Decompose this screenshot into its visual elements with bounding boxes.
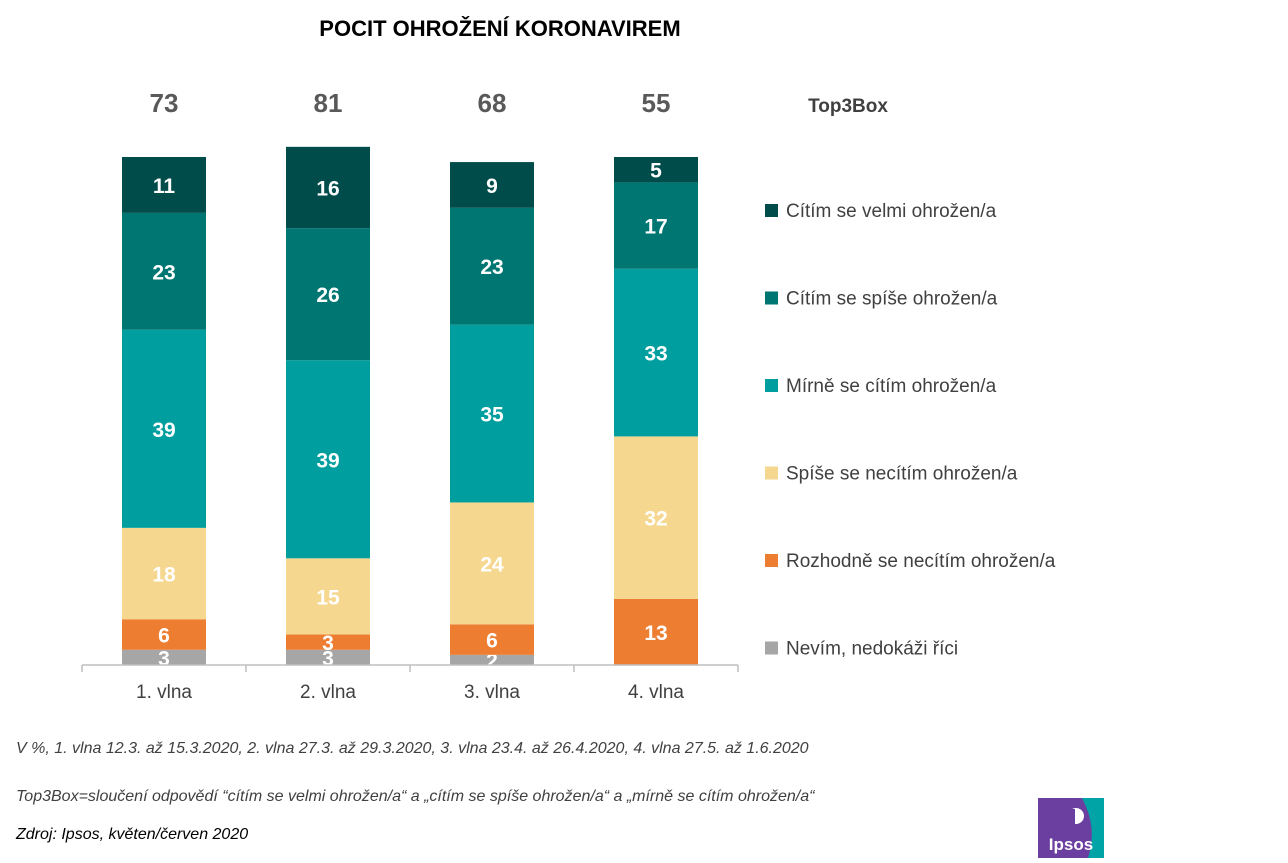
x-axis-labels: 1. vlna 2. vlna 3. vlna 4. vlna (136, 682, 684, 703)
bar-segment-label: 11 (153, 175, 176, 198)
bar-segment-label: 2 (486, 650, 498, 673)
bar-segment (286, 649, 370, 665)
bar-segment-label: 3 (322, 647, 334, 670)
legend-label: Cítím se spíše ohrožen/a (786, 289, 998, 310)
legend-label: Rozhodně se necítím ohrožen/a (786, 551, 1056, 572)
bar-segment-label: 26 (316, 284, 339, 307)
bar-segment (450, 207, 534, 325)
bar-segment (122, 329, 206, 528)
bar-segment (614, 182, 698, 269)
bar-segment-label: 35 (480, 404, 504, 427)
bar-segment (122, 649, 206, 665)
bar-segment (122, 157, 206, 213)
source-note: Zdroj: Ipsos, květen/červen 2020 (16, 826, 249, 843)
bar-segment-label: 39 (316, 449, 339, 472)
bar-segment-label: 24 (480, 553, 504, 576)
chart-title: POCIT OHROŽENÍ KORONAVIREM (319, 16, 680, 41)
bar-segment-label: 23 (152, 261, 175, 284)
bar-segment (614, 436, 698, 599)
bar-segment-label: 6 (158, 625, 170, 648)
bar-segment-label: 3 (322, 632, 334, 655)
legend-label: Cítím se velmi ohrožen/a (786, 201, 997, 222)
svg-text:Ipsos: Ipsos (1049, 835, 1093, 854)
legend-swatch (765, 204, 778, 217)
bar-segment-label: 15 (316, 586, 340, 609)
legend-swatch (765, 291, 778, 305)
legend-swatch (765, 641, 778, 655)
bar-segment (450, 654, 534, 665)
legend-swatch (765, 466, 778, 480)
top3box-value: 81 (314, 88, 343, 118)
bar-segment-label: 23 (480, 256, 503, 279)
legend-swatch (765, 379, 778, 392)
bar-segment (450, 324, 534, 503)
bar-segment-label: 6 (486, 630, 498, 653)
bar-segment (450, 624, 534, 655)
ipsos-logo: Ipsos (1038, 798, 1104, 858)
bar-segment-label: 5 (650, 160, 662, 183)
bar-segment (122, 619, 206, 650)
bar-segment (286, 228, 370, 361)
x-tick-label: 3. vlna (464, 682, 520, 703)
top3box-label: Top3Box (808, 96, 888, 117)
bar-segment (286, 634, 370, 650)
x-tick-label: 4. vlna (628, 682, 684, 703)
top3box-value: 68 (478, 88, 507, 118)
legend-label: Mírně se cítím ohrožen/a (786, 376, 997, 397)
bar-segment-label: 17 (644, 216, 667, 239)
bar-segment (286, 146, 370, 229)
note-waves: V %, 1. vlna 12.3. až 15.3.2020, 2. vlna… (16, 740, 809, 757)
bar-segment-label: 16 (316, 177, 339, 200)
bar-segment (450, 162, 534, 208)
bar-segment-label: 3 (158, 647, 170, 670)
bar-segment-label: 13 (644, 622, 667, 645)
top3box-value: 73 (150, 88, 179, 118)
bar-segment-label: 18 (152, 564, 176, 587)
bar-segment (286, 360, 370, 559)
bar-segment (286, 558, 370, 635)
bar-segment (614, 268, 698, 437)
legend-swatch (765, 554, 778, 567)
bar-segment-label: 32 (644, 508, 667, 531)
bar-segment (614, 157, 698, 183)
bar-segment (122, 527, 206, 620)
stacked-bar-chart: POCIT OHROŽENÍ KORONAVIREM Top3Box 36183… (81, 16, 1056, 703)
legend-label: Nevím, nedokáži říci (786, 639, 958, 660)
note-top3box: Top3Box=sloučení odpovědí “cítím se velm… (16, 788, 815, 805)
x-tick-label: 1. vlna (136, 682, 192, 703)
top3box-values: 73 81 68 55 (150, 88, 671, 118)
x-tick-label: 2. vlna (300, 682, 356, 703)
bar-segment-label: 39 (152, 419, 175, 442)
x-axis-ticks (81, 665, 739, 672)
bar-segment (450, 502, 534, 625)
legend: Cítím se velmi ohrožen/a Cítím se spíše o… (765, 201, 1056, 660)
bar-segment-label: 33 (644, 343, 667, 366)
top3box-value: 55 (642, 88, 671, 118)
bar-segment-label: 9 (486, 175, 498, 198)
bar-segment (122, 212, 206, 330)
bar-segment (614, 598, 698, 665)
legend-label: Spíše se necítím ohrožen/a (786, 464, 1018, 485)
